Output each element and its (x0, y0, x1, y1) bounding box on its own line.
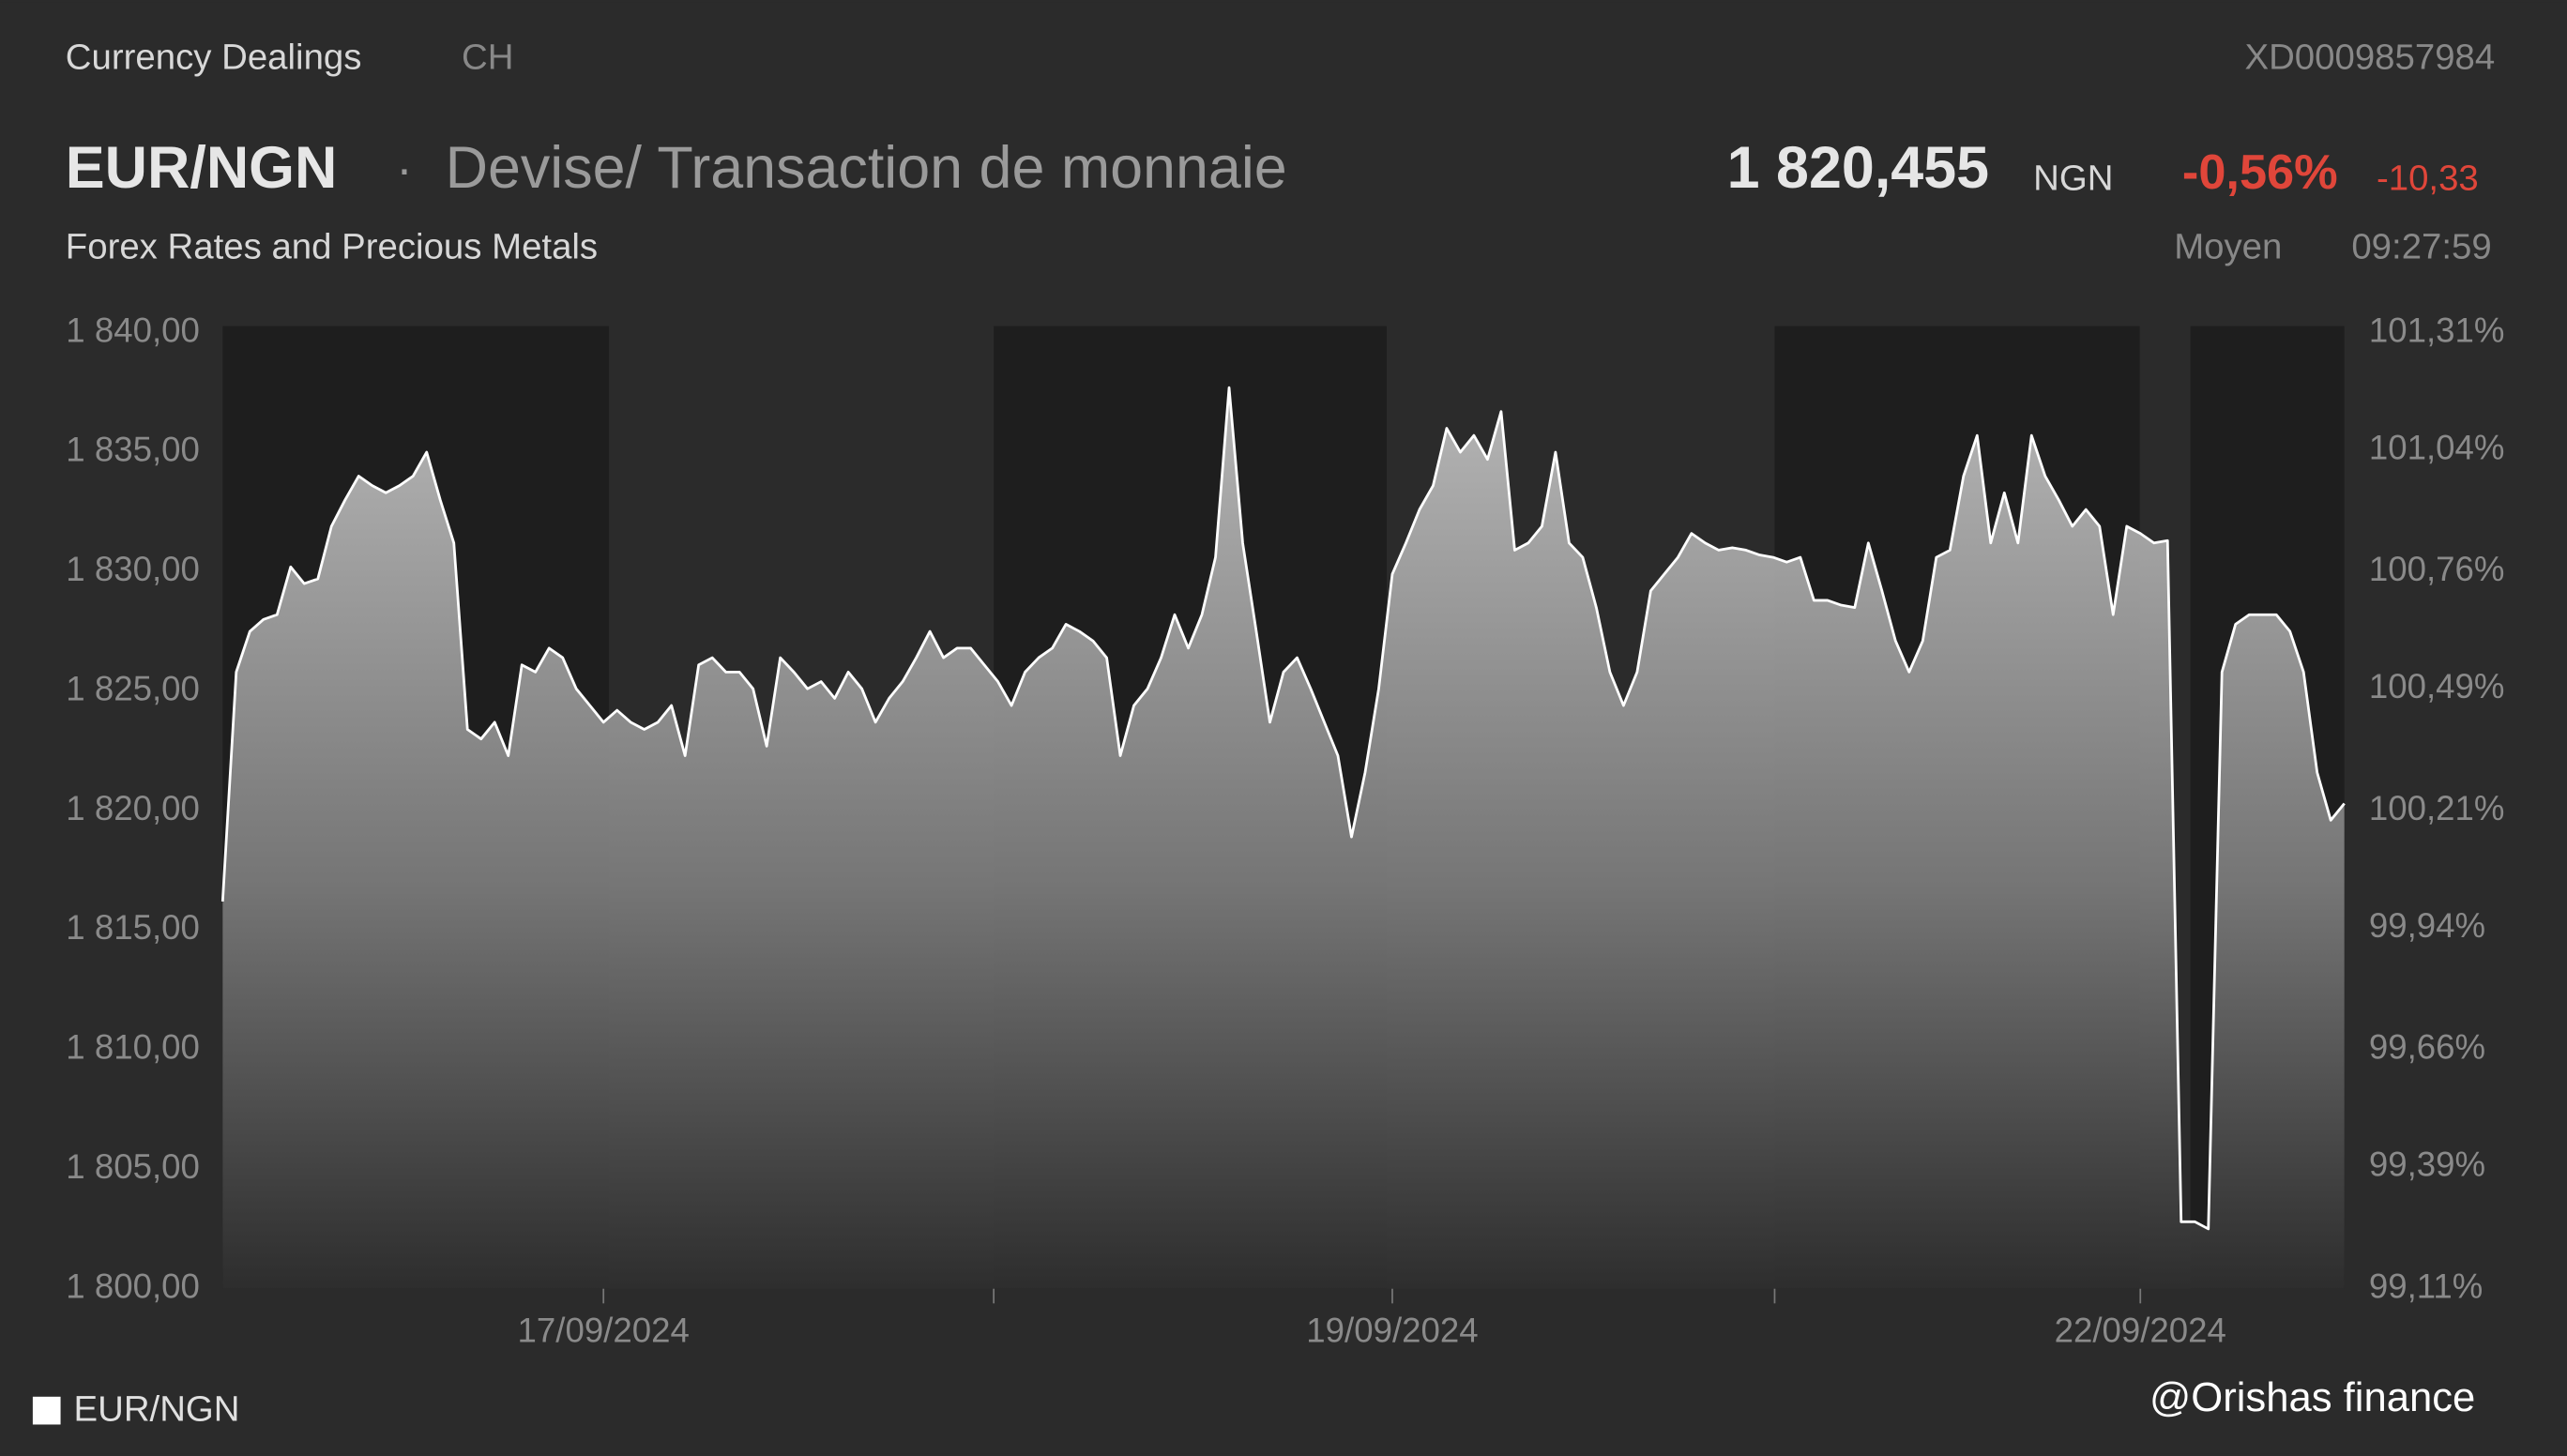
country: CH (462, 37, 513, 77)
y-tick-label: 1 815,00 (66, 908, 200, 947)
isin: XD0009857984 (2244, 37, 2495, 77)
legend-swatch (32, 1396, 61, 1425)
y2-tick-label: 100,21% (2369, 789, 2505, 827)
separator: · (396, 142, 412, 196)
y-tick-label: 1 840,00 (66, 311, 200, 349)
x-tick-label: 19/09/2024 (1306, 1311, 1478, 1349)
change-pct: -0,56% (2182, 145, 2338, 200)
price: 1 820,455 (1727, 135, 1989, 201)
y-tick-label: 1 825,00 (66, 669, 200, 707)
y2-tick-label: 99,11% (2369, 1266, 2483, 1305)
y2-tick-label: 101,31% (2369, 311, 2505, 349)
x-tick-label: 22/09/2024 (2055, 1311, 2226, 1349)
area (222, 387, 2345, 1289)
line (220, 386, 2346, 1231)
symbol: EUR/NGN (66, 135, 338, 201)
y2-tick-label: 99,39% (2369, 1145, 2485, 1184)
y-tick-label: 1 810,00 (66, 1028, 200, 1067)
y2-tick-label: 101,04% (2369, 428, 2505, 466)
y2-tick-label: 99,66% (2369, 1028, 2485, 1067)
y-tick-label: 1 805,00 (66, 1147, 200, 1186)
x-tick-label: 17/09/2024 (518, 1311, 690, 1349)
watermark: @Orishas finance (2149, 1375, 2475, 1420)
change-abs: -10,33 (2377, 158, 2479, 198)
y-tick-label: 1 835,00 (66, 431, 200, 469)
price-type: Moyen (2174, 227, 2282, 267)
kind: Devise/ Transaction de monnaie (446, 135, 1287, 201)
y-tick-label: 1 820,00 (66, 789, 200, 827)
y2-tick-label: 100,76% (2369, 550, 2505, 588)
time: 09:27:59 (2351, 227, 2491, 267)
y-tick-label: 1 830,00 (66, 550, 200, 588)
y-tick-label: 1 800,00 (66, 1266, 200, 1305)
y2-tick-label: 100,49% (2369, 667, 2505, 705)
y2-tick-label: 99,94% (2369, 906, 2485, 945)
section: Currency Dealings (66, 37, 362, 77)
subtitle: Forex Rates and Precious Metals (66, 227, 598, 267)
currency: NGN (2033, 158, 2113, 198)
legend-label: EUR/NGN (74, 1389, 240, 1430)
